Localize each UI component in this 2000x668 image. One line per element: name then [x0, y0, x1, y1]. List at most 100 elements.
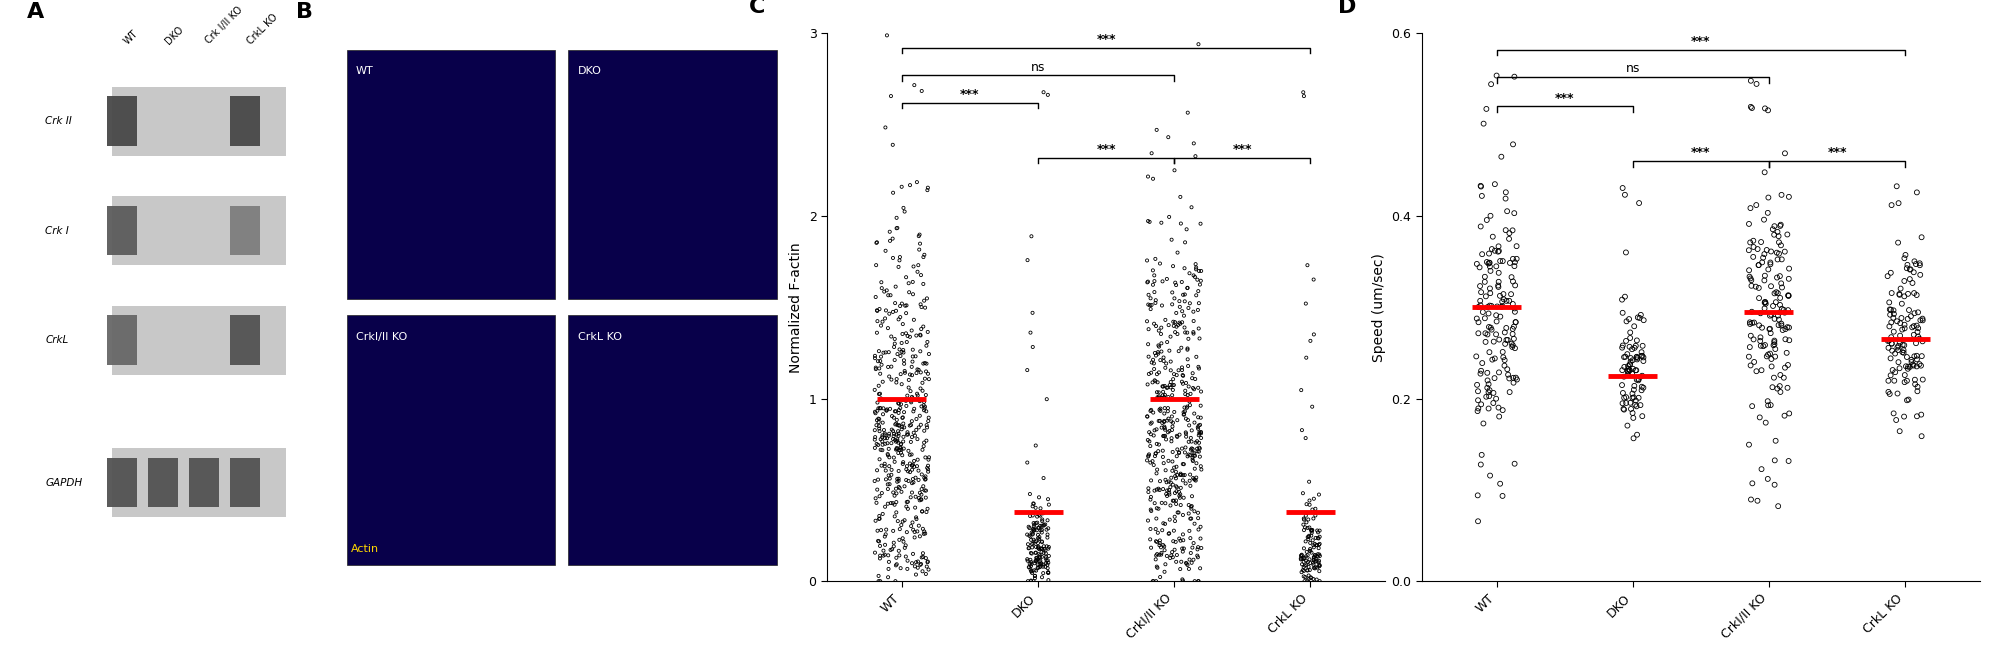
Point — [912, 374, 944, 385]
Point — [888, 436, 920, 447]
Point — [1028, 541, 1060, 552]
Point — [1132, 339, 1164, 349]
Point — [880, 488, 912, 499]
Point — [1888, 253, 1920, 264]
Point — [1026, 516, 1058, 526]
Point — [866, 277, 898, 287]
Point — [1292, 575, 1324, 586]
Point — [1148, 352, 1180, 363]
Point — [1018, 524, 1050, 534]
Point — [1160, 466, 1192, 477]
Point — [1484, 311, 1516, 322]
Point — [1478, 373, 1510, 383]
Point — [1156, 456, 1188, 467]
Point — [1030, 545, 1062, 556]
Point — [1158, 407, 1190, 418]
Point — [1622, 354, 1654, 365]
Point — [886, 486, 918, 497]
Point — [1180, 458, 1212, 468]
Point — [1176, 448, 1208, 458]
Point — [1154, 377, 1186, 387]
Point — [1140, 254, 1172, 265]
Point — [1466, 399, 1498, 409]
Point — [890, 308, 922, 319]
Point — [906, 566, 938, 576]
Point — [902, 260, 934, 271]
Point — [1174, 450, 1206, 460]
Point — [1300, 562, 1332, 572]
Point — [1288, 560, 1320, 571]
Point — [912, 422, 944, 433]
Point — [1474, 288, 1506, 299]
Point — [1030, 553, 1062, 564]
Point — [1618, 384, 1650, 395]
Point — [1882, 237, 1914, 248]
Point — [902, 434, 934, 444]
Point — [1180, 373, 1212, 384]
Point — [1156, 496, 1188, 506]
Point — [878, 511, 910, 522]
Point — [1132, 515, 1164, 526]
Point — [1032, 543, 1064, 554]
Point — [864, 388, 896, 399]
Point — [1138, 355, 1170, 365]
Point — [1134, 429, 1166, 440]
Point — [1492, 206, 1524, 216]
Point — [1174, 513, 1206, 524]
Point — [1168, 263, 1200, 274]
Point — [1486, 301, 1518, 312]
Point — [894, 395, 926, 406]
Point — [1758, 221, 1790, 232]
Point — [1024, 561, 1056, 572]
Point — [1612, 420, 1644, 431]
Point — [1152, 337, 1184, 347]
Point — [886, 422, 918, 432]
Point — [1774, 322, 1806, 333]
Point — [864, 513, 896, 524]
Point — [864, 510, 896, 521]
Point — [1470, 328, 1502, 339]
Point — [1288, 552, 1320, 563]
Point — [900, 367, 932, 378]
Point — [904, 299, 936, 310]
Point — [1012, 522, 1044, 532]
Point — [868, 458, 900, 469]
Point — [1876, 339, 1908, 349]
Text: WT: WT — [356, 66, 374, 76]
Point — [1162, 415, 1194, 426]
Point — [1874, 335, 1906, 346]
Point — [864, 536, 896, 546]
Point — [908, 426, 940, 436]
Point — [894, 180, 926, 190]
Point — [884, 442, 916, 453]
Point — [1174, 480, 1206, 491]
Point — [1024, 550, 1056, 560]
Point — [884, 534, 916, 545]
Point — [876, 307, 908, 317]
Point — [1748, 271, 1780, 281]
Point — [1462, 302, 1494, 313]
Point — [1158, 488, 1190, 498]
Point — [896, 370, 928, 381]
Point — [1142, 392, 1174, 403]
Point — [1024, 532, 1056, 542]
Point — [1772, 383, 1804, 393]
Point — [886, 395, 918, 405]
Point — [864, 403, 896, 413]
Point — [872, 556, 904, 567]
Point — [1146, 217, 1178, 228]
Point — [1772, 322, 1804, 333]
Point — [886, 448, 918, 458]
Point — [1768, 372, 1800, 383]
Point — [862, 536, 894, 546]
Point — [1892, 395, 1924, 405]
Point — [904, 229, 936, 240]
Point — [1734, 317, 1766, 327]
Point — [1146, 276, 1178, 287]
Point — [860, 305, 892, 316]
Point — [1612, 361, 1644, 371]
Point — [1486, 152, 1518, 162]
Point — [1298, 552, 1330, 562]
Point — [862, 484, 894, 495]
Point — [1164, 319, 1196, 329]
